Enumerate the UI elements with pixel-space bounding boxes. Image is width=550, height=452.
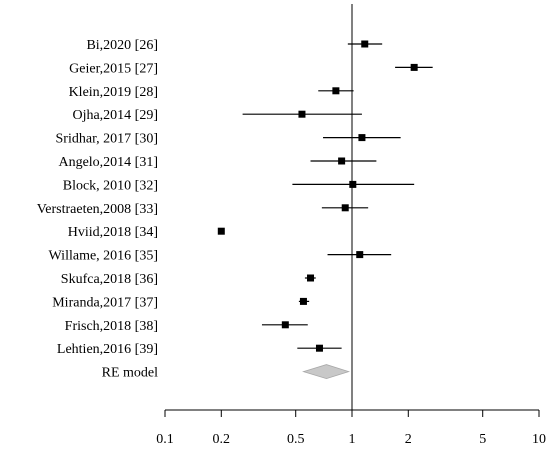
x-tick-label: 1 [349,432,356,447]
point-estimate-marker [410,63,418,71]
study-label: Block, 2010 [32] [63,178,158,193]
point-estimate-marker [341,204,349,212]
study-label: Lehtien,2016 [39] [57,342,158,357]
study-label: Angelo,2014 [31] [58,155,158,170]
x-tick-label: 2 [405,432,412,447]
x-tick-label: 5 [479,432,486,447]
x-tick-label: 0.5 [287,432,305,447]
point-estimate-marker [338,157,346,165]
study-label: Frisch,2018 [38] [65,319,158,334]
point-estimate-marker [281,321,289,329]
study-label: Ojha,2014 [29] [72,108,158,123]
plot-area: Bi,2020 [26] Geier,2015 [27] Klein,2019 [2… [37,4,546,447]
x-tick-label: 0.2 [213,432,231,447]
point-estimate-marker [298,110,306,118]
x-tick-label: 0.1 [156,432,174,447]
study-label: Miranda,2017 [37] [52,295,158,310]
point-estimate-marker [361,40,369,48]
point-estimate-marker [356,251,364,259]
study-label: Skufca,2018 [36] [61,272,158,287]
point-estimate-marker [315,344,323,352]
x-tick-label: 10 [532,432,546,447]
study-label: Klein,2019 [28] [69,85,158,100]
point-estimate-marker [307,274,315,282]
summary-diamond [302,364,351,380]
study-label: Geier,2015 [27] [69,61,158,76]
point-estimate-marker [217,227,225,235]
point-estimate-marker [299,297,307,305]
study-label: Verstraeten,2008 [33] [37,202,158,217]
study-label: Sridhar, 2017 [30] [56,132,158,147]
study-label: Willame, 2016 [35] [49,249,158,264]
point-estimate-marker [358,134,366,142]
point-estimate-marker [349,180,357,188]
point-estimate-marker [332,87,340,95]
study-label: Bi,2020 [26] [86,38,158,53]
study-label: Hviid,2018 [34] [68,225,158,240]
summary-label: RE model [102,366,158,381]
